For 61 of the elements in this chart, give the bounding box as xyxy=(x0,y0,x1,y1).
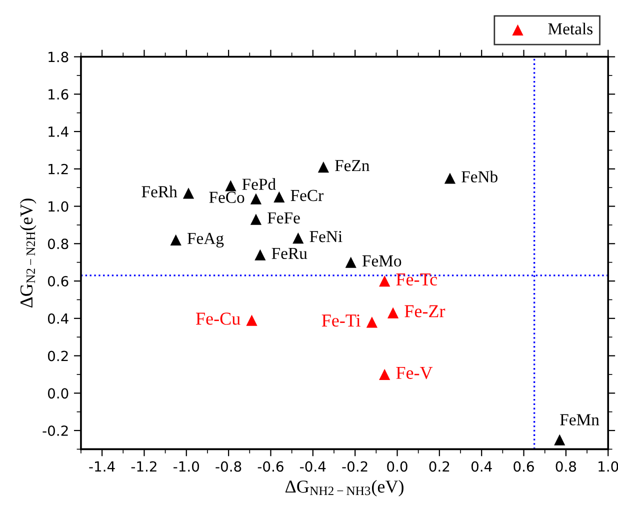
y-tick-label: 0.2 xyxy=(48,350,68,362)
point xyxy=(246,314,258,326)
annotation: FeCo xyxy=(209,192,244,203)
y-tick-label: 0.6 xyxy=(48,276,68,286)
x-tick-label: 0.0 xyxy=(387,461,408,472)
annotation: Fe-Cu xyxy=(196,312,240,325)
x-tick-label: -1.0 xyxy=(174,461,200,472)
y-tick-label: 0.0 xyxy=(48,388,68,399)
annotation: FeFe xyxy=(268,212,300,224)
point xyxy=(292,232,304,244)
point xyxy=(274,191,285,202)
point xyxy=(250,193,262,204)
annotation: Fe-Zr xyxy=(404,305,446,318)
x-tick-label: -1.4 xyxy=(89,461,115,472)
x-axis-title: ΔG$_{NH2−NH3}$(eV) xyxy=(285,480,404,496)
point xyxy=(554,434,566,446)
y-tick-label: 1.0 xyxy=(48,201,68,212)
point xyxy=(318,161,330,173)
annotation: FeMn xyxy=(560,414,600,426)
annotation: Fe-V xyxy=(396,366,433,380)
annotation: Fe-Tc xyxy=(396,274,437,286)
x-tick-label: -1.2 xyxy=(131,461,156,472)
point xyxy=(366,316,378,328)
y-tick-label: 1.2 xyxy=(48,164,68,174)
x-tick-label: 1.0 xyxy=(598,461,618,472)
legend-label: Metals xyxy=(548,22,593,34)
y-tick-label: 0.8 xyxy=(48,238,68,250)
point xyxy=(170,234,182,246)
point xyxy=(379,368,390,380)
point xyxy=(345,256,356,268)
annotation: FeNi xyxy=(310,231,342,242)
annotation: FeCr xyxy=(290,190,324,202)
point xyxy=(254,249,266,260)
annotation: FeAg xyxy=(187,232,224,248)
annotation: FeRh xyxy=(142,186,178,198)
point xyxy=(387,307,399,318)
annotation: FePd xyxy=(242,178,276,190)
x-tick-label: 0.2 xyxy=(429,461,450,472)
point xyxy=(182,188,194,199)
point xyxy=(444,172,456,184)
x-tick-label: -0.6 xyxy=(258,461,284,472)
x-tick-label: 0.8 xyxy=(556,461,576,472)
point xyxy=(225,180,236,192)
point xyxy=(250,214,262,225)
point xyxy=(379,275,390,287)
x-tick-label: -0.2 xyxy=(342,461,368,472)
y-tick-label: 0.4 xyxy=(48,313,68,324)
annotation: FeMo xyxy=(362,255,402,267)
y-tick-label: 1.6 xyxy=(48,89,68,100)
x-tick-label: -0.4 xyxy=(300,461,326,472)
y-tick-label: 1.8 xyxy=(48,52,68,62)
y-tick-label: 1.4 xyxy=(48,126,68,137)
x-tick-label: 0.4 xyxy=(471,461,492,472)
annotation: Fe-Ti xyxy=(322,314,360,327)
y-tick-label: -0.2 xyxy=(42,425,68,436)
annotation: FeNb xyxy=(462,170,498,182)
x-tick-label: -0.8 xyxy=(216,461,242,472)
annotation: FeZn xyxy=(335,160,370,172)
y-axis-title: ΔG$_{N2−N2H}$(eV) xyxy=(20,198,36,308)
annotation: FeRu xyxy=(272,248,308,260)
x-tick-label: 0.6 xyxy=(514,461,534,472)
